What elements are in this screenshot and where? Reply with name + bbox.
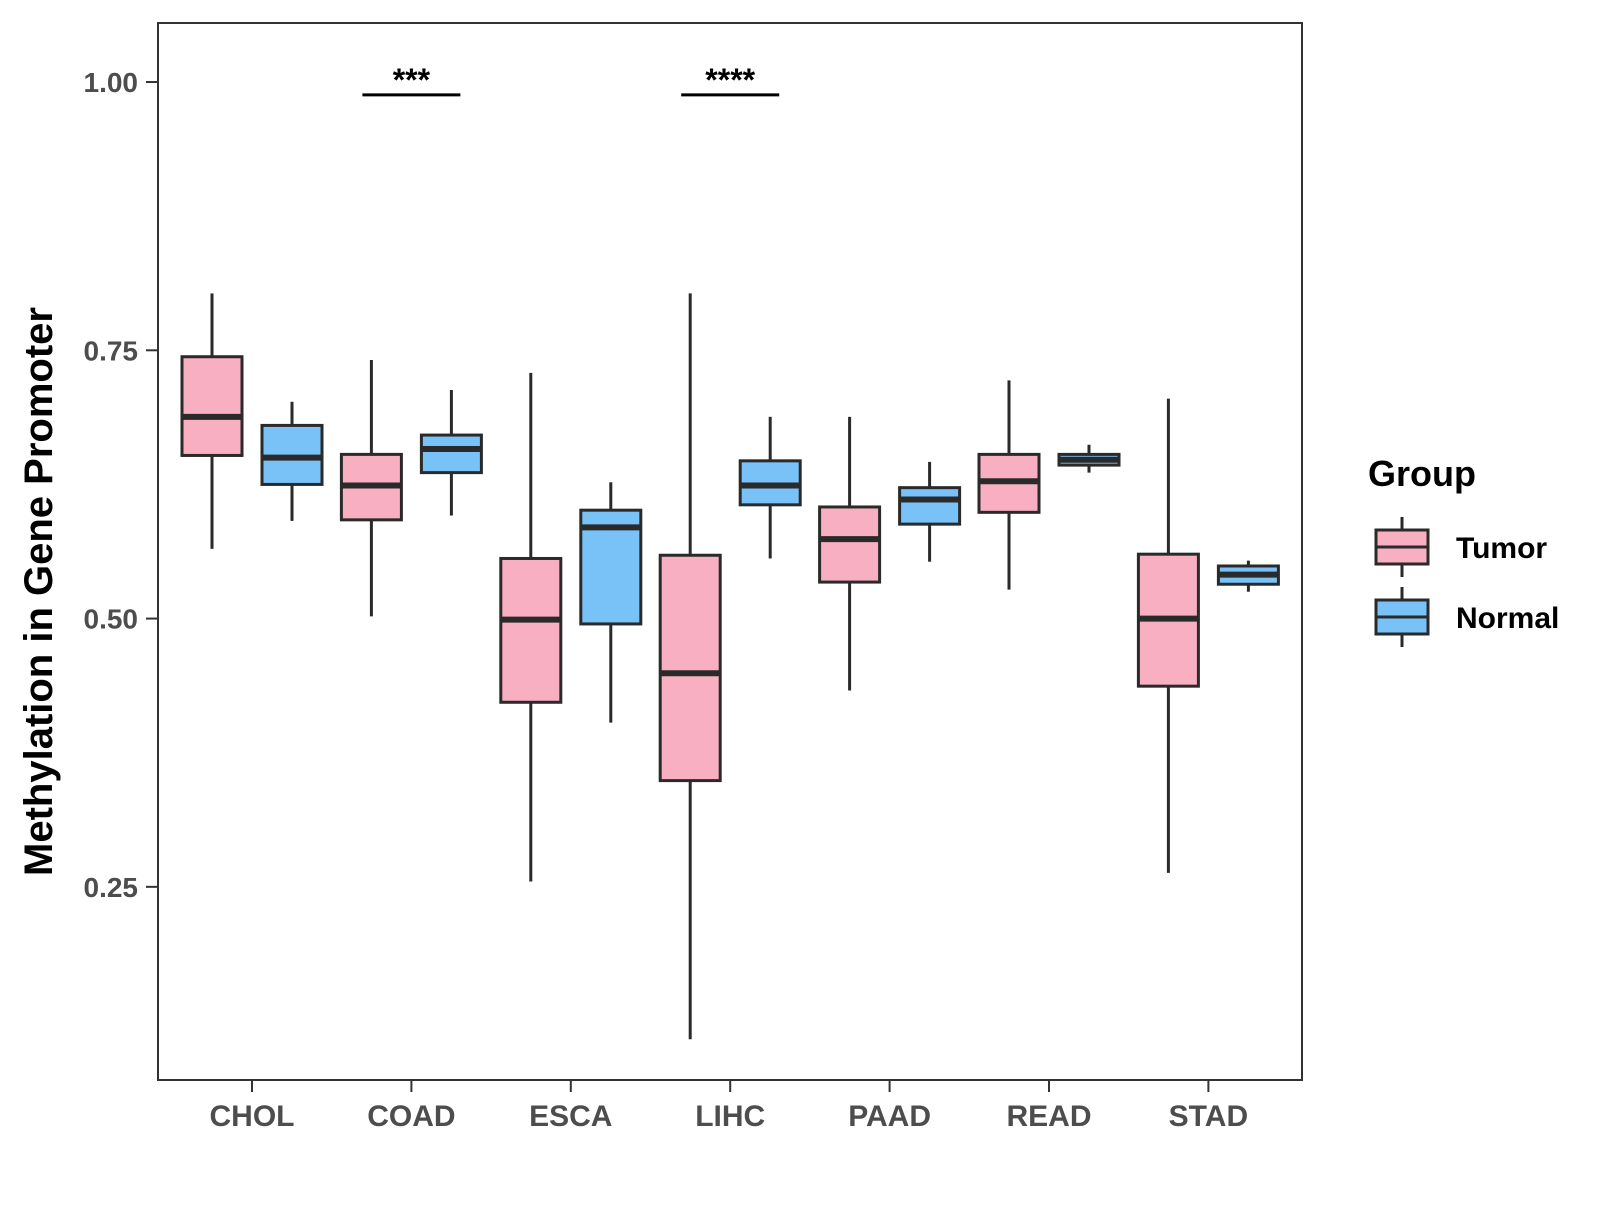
box-tumor-lihc: [658, 293, 722, 1040]
y-axis-label: Methylation in Gene Promoter: [17, 307, 61, 876]
x-tick-label-chol: CHOL: [210, 1100, 295, 1133]
y-tick-label: 0.75: [84, 335, 139, 366]
y-tick-label: 0.50: [84, 604, 139, 635]
legend: Group Tumor Normal: [1368, 453, 1559, 647]
box-tumor-read: [977, 380, 1041, 590]
box-tumor-chol: [180, 293, 244, 549]
box-normal-paad: [898, 461, 962, 562]
legend-title: Group: [1368, 453, 1476, 494]
x-tick-label-stad: STAD: [1169, 1100, 1248, 1133]
legend-item-tumor: Tumor: [1374, 517, 1547, 577]
significance-label-lihc: ****: [705, 62, 755, 98]
y-tick-label: 1.00: [84, 67, 139, 98]
box-tumor-esca: [499, 372, 563, 882]
x-tick-label-esca: ESCA: [529, 1100, 612, 1133]
box-tumor-stad: [1136, 398, 1200, 873]
box-normal-read: [1057, 444, 1121, 473]
box-iqr: [658, 553, 722, 783]
box-iqr: [499, 556, 563, 704]
legend-label-normal: Normal: [1456, 602, 1559, 635]
box-normal-esca: [579, 482, 643, 723]
box-tumor-coad: [339, 359, 403, 617]
x-tick-label-coad: COAD: [367, 1100, 455, 1133]
box-iqr: [818, 505, 882, 584]
box-normal-coad: [419, 389, 483, 516]
box-normal-stad: [1216, 560, 1280, 592]
y-tick-label: 0.25: [84, 872, 139, 903]
x-tick-label-lihc: LIHC: [695, 1100, 765, 1133]
series-tumor: [180, 293, 1200, 1040]
box-normal-lihc: [738, 416, 802, 559]
box-normal-chol: [260, 401, 324, 521]
x-tick-label-paad: PAAD: [848, 1100, 931, 1133]
box-iqr: [180, 355, 244, 457]
box-iqr: [419, 433, 483, 475]
significance-label-coad: ***: [393, 62, 431, 98]
x-tick-label-read: READ: [1006, 1100, 1091, 1133]
box-iqr: [898, 486, 962, 526]
legend-item-normal: Normal: [1374, 587, 1559, 647]
legend-label-tumor: Tumor: [1456, 532, 1547, 565]
series-normal: [260, 389, 1280, 723]
box-tumor-paad: [818, 416, 882, 691]
